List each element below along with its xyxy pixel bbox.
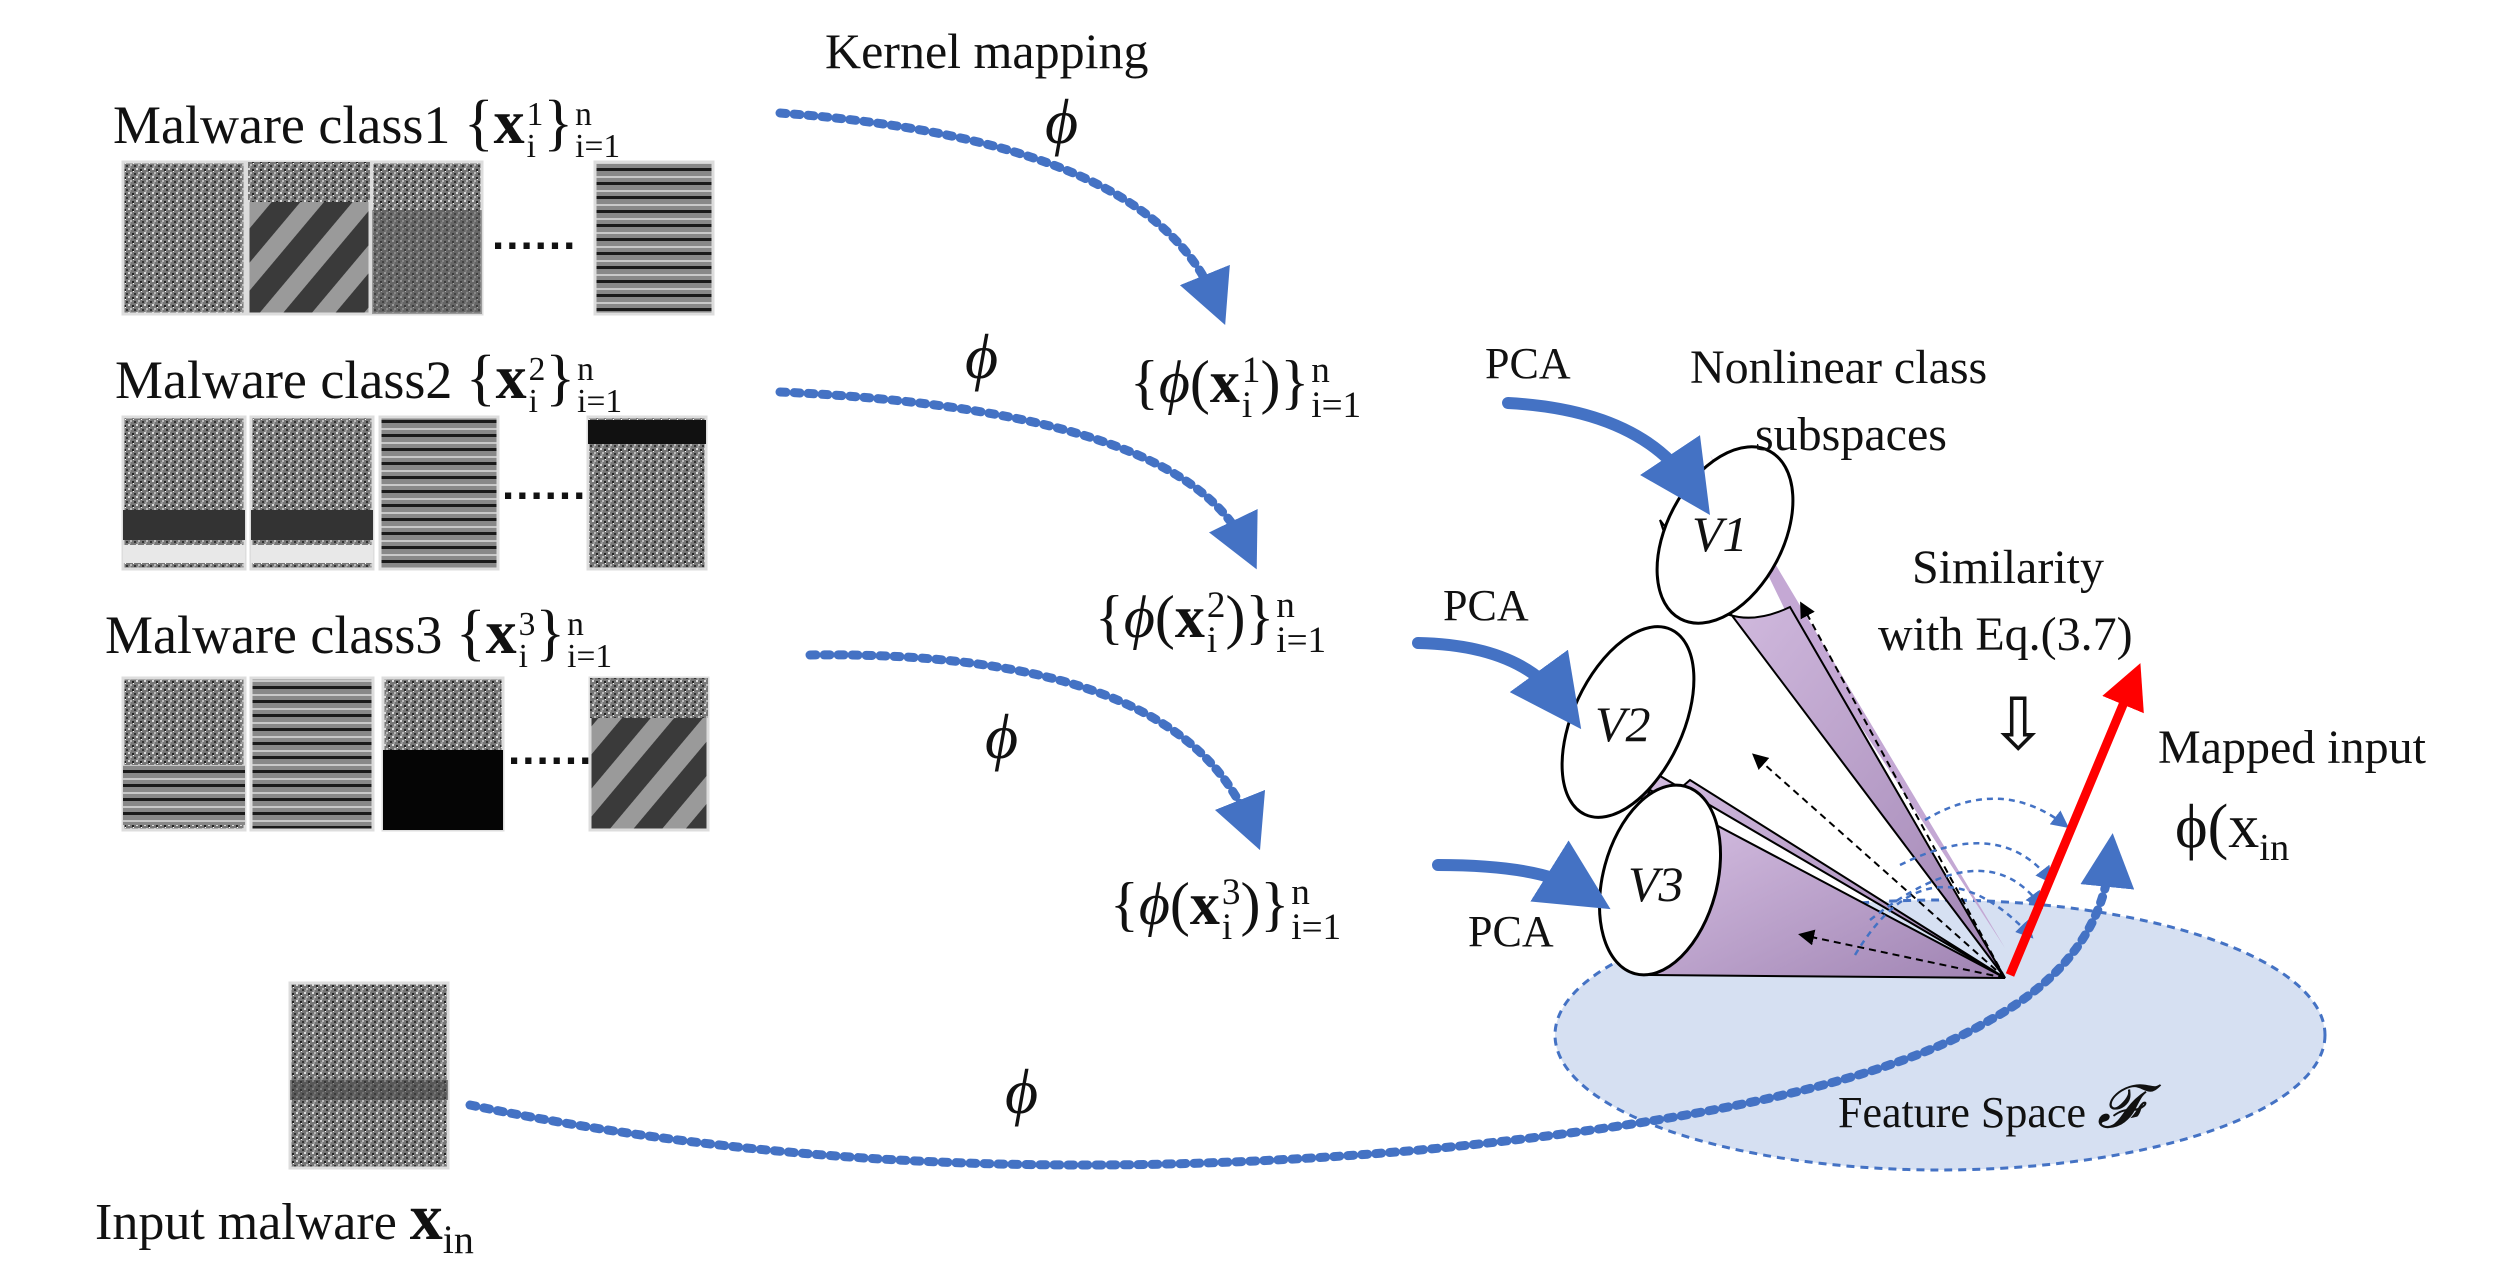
pca-label-3: PCA [1468,907,1554,956]
class3-thumbnails [121,676,710,832]
class2-ellipsis: ...... [502,460,588,509]
mapped-set-3: {ϕ(x 3 i)} n i=1 [1110,871,1342,949]
input-malware-label: Input malware xin [95,1181,474,1262]
similarity-line1: Similarity [1912,541,2104,594]
kernel-mapping-title: Kernel mapping [825,23,1149,79]
subspace-name-3: V3 [1628,856,1684,912]
similarity-line2: with Eq.(3.7) [1878,608,2133,661]
mapped-set-2: {ϕ(x 2 i)} n i=1 [1095,584,1327,662]
mapped-input-symbol: ϕ(xin [2175,793,2290,870]
mapped-input-vector [2005,663,2144,977]
phi-symbol-2: ϕ [965,321,999,392]
phi-symbol-3: ϕ [985,701,1019,772]
similarity-arrow-icon: ⇩ [1988,682,2049,766]
pca-label-1: PCA [1485,339,1571,388]
subspace-cone-3 [1597,783,2006,979]
pca-arrows [1412,397,1710,910]
pca-label-2: PCA [1443,581,1529,630]
class1-label: Malware class1 {x 1 i} n i=1 [113,89,621,165]
subspaces-label-line1: Nonlinear class [1690,341,1988,394]
class3-label: Malware class3 {x 3 i} n i=1 [105,599,613,675]
class1-thumbnails [121,160,715,316]
kernel-mapping-arrows [465,108,2135,1170]
phi-symbol-4: ϕ [1005,1056,1039,1127]
mapped-set-1: {ϕ(x 1 i)} n i=1 [1130,349,1362,427]
subspace-name-2: V2 [1595,696,1651,752]
subspaces-label-line2: subspaces [1755,408,1947,461]
class2-thumbnails [121,415,708,571]
feature-space-label: Feature Space 𝓕 [1838,1074,2142,1140]
class3-ellipsis: ...... [508,725,594,774]
phi-symbol-1: ϕ [1045,86,1079,157]
mapped-input-label: Mapped input [2158,721,2426,774]
class1-ellipsis: ...... [492,210,578,259]
subspace-name-1: V1 [1692,506,1748,562]
class2-label: Malware class2 {x 2 i} n i=1 [115,344,623,420]
similarity-arcs [1853,797,2069,956]
input-thumbnail [288,981,450,1170]
basis-vectors [1752,601,2006,979]
